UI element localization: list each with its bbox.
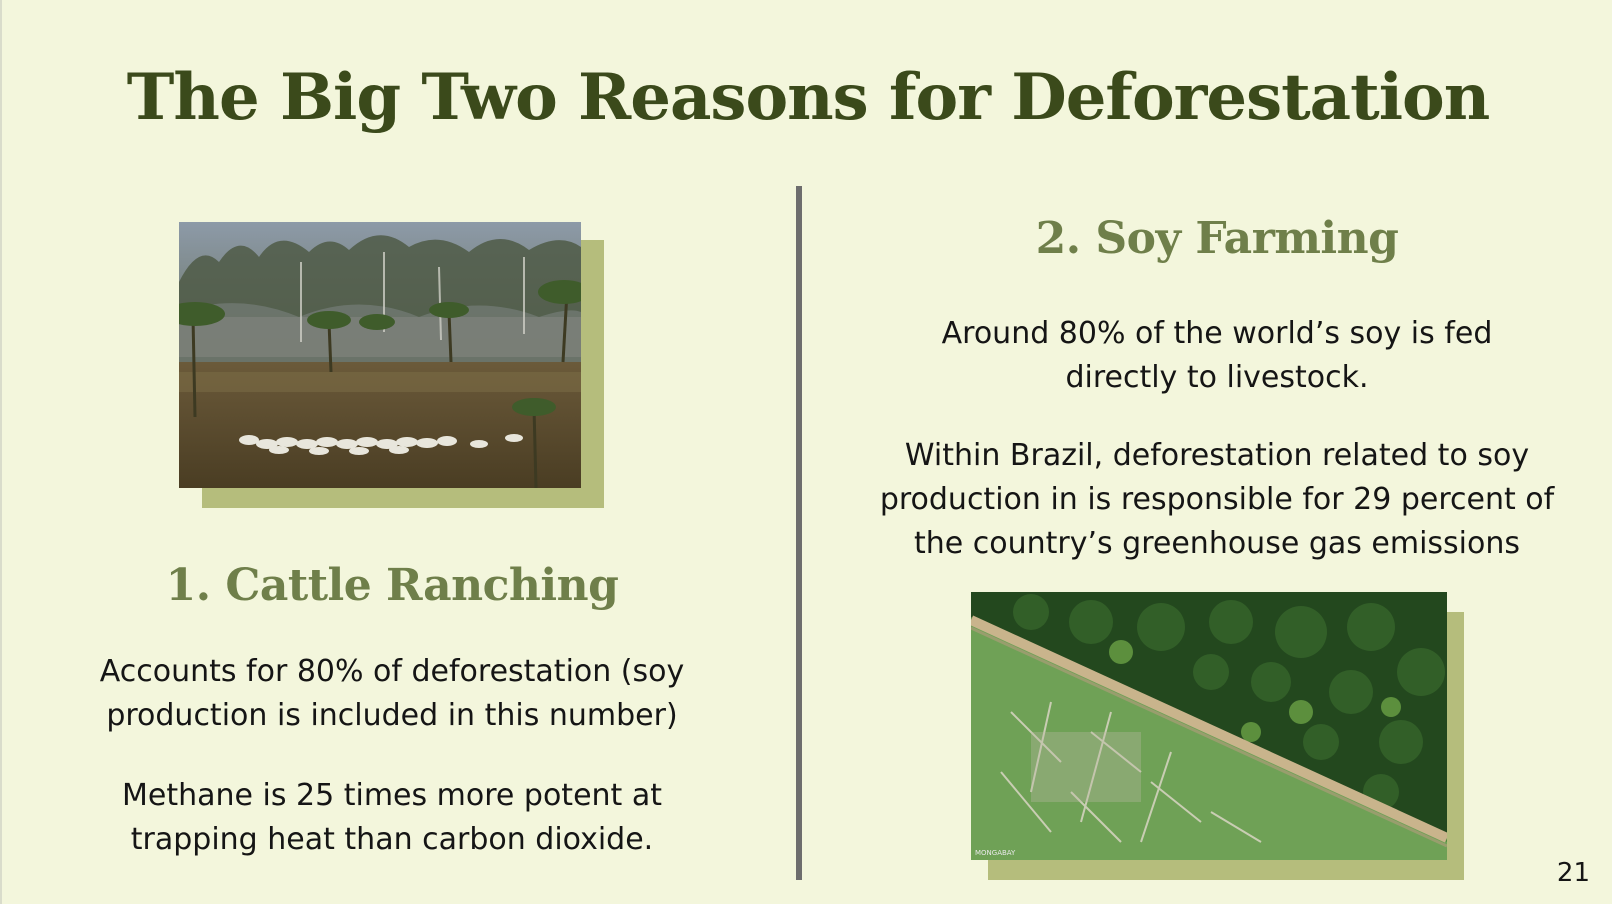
soy-paragraph-1: Around 80% of the world’s soy is fed dir… [941, 316, 1493, 395]
cattle-ranching-photo [179, 222, 581, 488]
soy-paragraph-2: Within Brazil, deforestation related to … [879, 438, 1555, 561]
soy-farming-photo: MONGABAY [971, 592, 1447, 860]
cattle-paragraph-2: Methane is 25 times more potent at trapp… [122, 778, 662, 857]
cattle-ranching-heading: 1. Cattle Ranching [165, 560, 619, 611]
soy-farming-heading: 2. Soy Farming [1035, 213, 1399, 264]
photo-watermark: MONGABAY [975, 849, 1016, 857]
slide-title: The Big Two Reasons for Deforestation [126, 60, 1490, 135]
cattle-paragraph-1: Accounts for 80% of deforestation (soy p… [99, 654, 685, 733]
page-number: 21 [1556, 858, 1590, 888]
column-divider [796, 186, 802, 880]
